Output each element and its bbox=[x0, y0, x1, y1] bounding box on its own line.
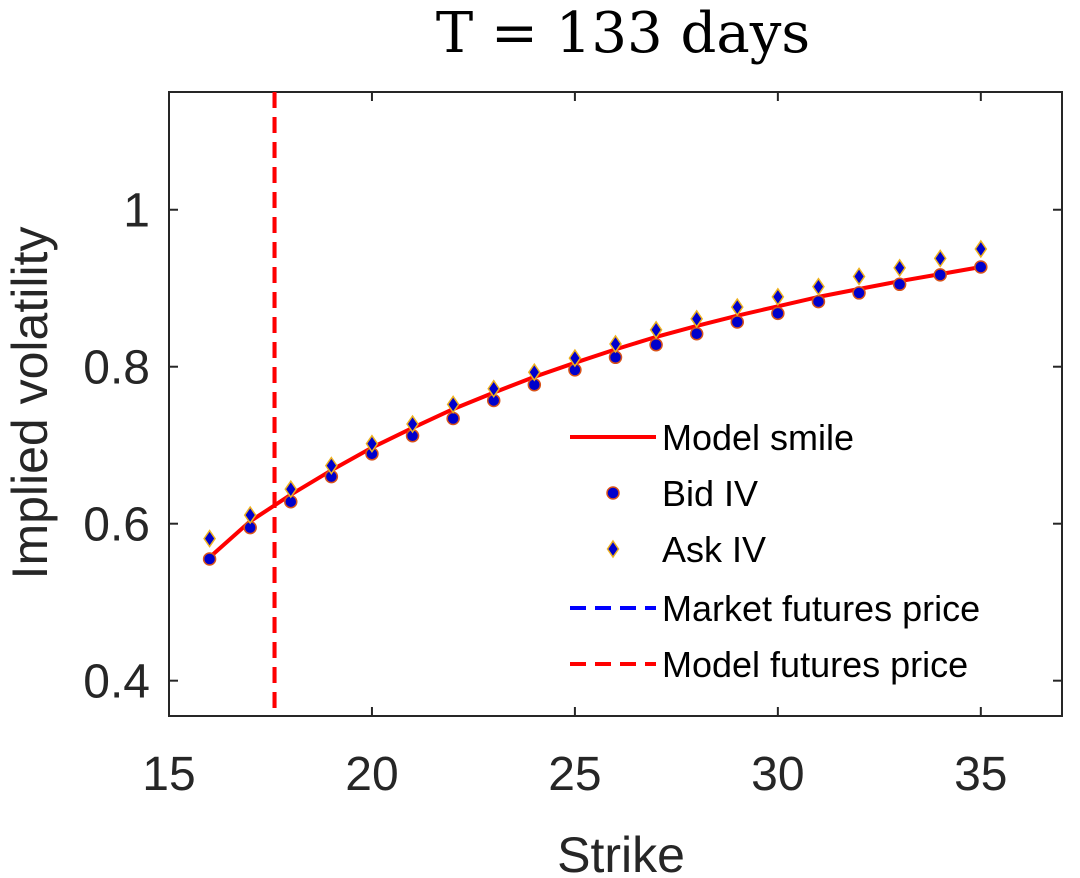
bid-iv-point bbox=[446, 411, 460, 426]
bid-iv-point bbox=[689, 327, 704, 341]
x-axis: 15 20 25 30 35 bbox=[142, 92, 1008, 801]
ask-iv-point bbox=[812, 277, 825, 296]
ask-iv-point bbox=[568, 348, 582, 368]
legend-label: Model futures price bbox=[662, 644, 968, 685]
bid-iv-point bbox=[730, 315, 745, 329]
ask-iv-point bbox=[406, 414, 419, 434]
ask-iv-point bbox=[730, 297, 744, 317]
x-tick-label: 35 bbox=[954, 748, 1007, 801]
legend-label: Model smile bbox=[662, 417, 854, 458]
y-tick-label: 1 bbox=[123, 185, 150, 238]
bid-iv-point bbox=[933, 268, 947, 282]
ask-iv-point bbox=[609, 334, 622, 354]
plot-area bbox=[168, 91, 1063, 717]
ask-iv-point bbox=[284, 479, 298, 499]
ask-iv-point bbox=[487, 379, 501, 399]
legend-item-model-futures-price: Model futures price bbox=[570, 644, 968, 685]
x-tick-label: 30 bbox=[751, 748, 804, 801]
ask-iv-point bbox=[893, 258, 907, 278]
legend-item-bid-iv: Bid IV bbox=[606, 473, 758, 514]
bid-iv-point bbox=[811, 294, 826, 309]
bid-iv-point bbox=[202, 552, 217, 566]
legend-item-ask-iv: Ask IV bbox=[606, 529, 766, 570]
y-tick-label: 0.6 bbox=[83, 499, 150, 552]
legend-swatch-diamond bbox=[606, 539, 620, 559]
legend-label: Market futures price bbox=[662, 588, 980, 629]
ask-iv-point bbox=[243, 505, 257, 525]
x-axis-label: Strike bbox=[557, 827, 685, 878]
ask-iv-point bbox=[527, 362, 541, 382]
x-tick-label: 25 bbox=[548, 748, 601, 801]
legend-label: Bid IV bbox=[662, 473, 758, 514]
ask-iv-point bbox=[324, 456, 338, 475]
plot-frame bbox=[168, 91, 1063, 717]
bid-iv-point bbox=[649, 337, 663, 352]
ask-iv-point bbox=[933, 249, 947, 268]
ask-iv-point bbox=[690, 309, 704, 329]
bid-iv-point bbox=[852, 286, 866, 300]
ask-iv-point bbox=[649, 320, 663, 340]
ask-iv-point bbox=[974, 239, 988, 259]
ask-iv-point bbox=[852, 267, 866, 286]
ask-iv-point bbox=[365, 434, 379, 453]
series-layer bbox=[202, 92, 988, 716]
chart-title: T = 133 days bbox=[436, 1, 810, 66]
x-tick-label: 20 bbox=[345, 748, 398, 801]
y-tick-label: 0.4 bbox=[83, 656, 150, 709]
legend-item-market-futures-price: Market futures price bbox=[570, 588, 980, 629]
model-smile-line bbox=[208, 265, 982, 559]
y-axis-label: Implied volatility bbox=[2, 227, 58, 580]
legend-swatch-circle bbox=[606, 486, 620, 500]
legend-label: Ask IV bbox=[662, 529, 766, 570]
ask-iv-point bbox=[771, 287, 785, 307]
bid-iv-point bbox=[974, 260, 988, 274]
x-tick-label: 15 bbox=[142, 748, 195, 801]
y-tick-label: 0.8 bbox=[83, 342, 150, 395]
y-axis: 0.4 0.6 0.8 1 bbox=[83, 185, 1062, 709]
bid-iv-point bbox=[771, 306, 785, 321]
ask-iv-point bbox=[446, 395, 460, 414]
bid-iv-point bbox=[892, 277, 907, 292]
legend: Model smile Bid IV Ask IV Market futures pr… bbox=[570, 417, 980, 685]
legend-item-model-smile: Model smile bbox=[570, 417, 854, 458]
ask-iv-point bbox=[203, 529, 217, 548]
